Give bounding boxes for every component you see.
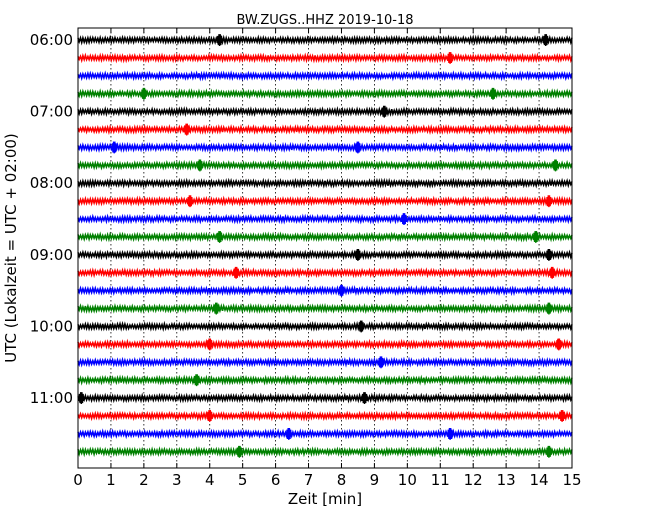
seismic-trace (77, 410, 573, 422)
x-tick-label: 1 (106, 471, 116, 489)
event-spike (380, 105, 388, 118)
event-spike (354, 248, 362, 261)
y-tick-label: 10:00 (30, 317, 73, 335)
x-tick-label: 13 (497, 471, 516, 489)
x-axis-label: Zeit [min] (288, 490, 362, 508)
seismic-trace (77, 159, 573, 171)
event-spike (446, 52, 454, 64)
event-spike (140, 87, 148, 100)
seismic-trace (77, 446, 573, 458)
x-tick-label: 2 (139, 471, 149, 489)
seismic-trace (77, 34, 573, 46)
event-spike (357, 320, 365, 333)
event-spike (532, 231, 540, 243)
seismic-trace (77, 88, 573, 100)
seismic-trace (77, 52, 573, 64)
seismic-trace (77, 70, 573, 82)
y-axis-label: UTC (Lokalzeit = UTC + 02:00) (2, 133, 20, 363)
event-spike (110, 141, 118, 154)
x-tick-label: 5 (238, 471, 248, 489)
seismic-trace (77, 338, 573, 350)
chart-title: BW.ZUGS..HHZ 2019-10-18 (236, 13, 413, 28)
event-spike (400, 213, 408, 226)
trace-group (77, 34, 573, 458)
seismic-trace (77, 213, 573, 225)
event-spike (196, 159, 204, 172)
seismic-trace (77, 392, 573, 404)
event-spike (212, 302, 220, 315)
event-spike (354, 141, 362, 154)
y-tick-label: 11:00 (30, 389, 73, 407)
seismic-trace (77, 320, 573, 333)
event-spike (558, 410, 566, 422)
event-spike (215, 34, 224, 47)
seismic-trace (77, 177, 573, 189)
event-spike (545, 248, 553, 261)
event-spike (551, 159, 560, 172)
event-spike (548, 266, 556, 279)
y-axis: 06:00 07:00 08:00 09:00 10:00 11:00 (30, 31, 572, 407)
event-spike (489, 87, 497, 100)
x-tick-label: 11 (431, 471, 450, 489)
seismic-trace (77, 267, 573, 279)
seismic-trace (77, 195, 573, 207)
x-tick-label: 15 (562, 471, 581, 489)
x-tick-label: 8 (337, 471, 347, 489)
event-spike (545, 195, 553, 208)
seismic-trace (77, 356, 573, 368)
plot-frame (77, 27, 573, 469)
event-spike (545, 302, 553, 315)
x-tick-label: 4 (205, 471, 215, 489)
x-tick-label: 3 (172, 471, 182, 489)
y-tick-label: 08:00 (30, 174, 73, 192)
seismic-trace (77, 428, 573, 440)
event-spike (545, 445, 553, 458)
event-spike (215, 231, 224, 243)
y-tick-label: 07:00 (30, 103, 73, 121)
x-tick-label: 10 (398, 471, 417, 489)
grid-lines (110, 28, 540, 468)
seismic-trace (77, 105, 573, 118)
event-spike (206, 338, 214, 351)
event-spike (77, 392, 85, 405)
seismic-trace (77, 302, 573, 315)
x-tick-label: 7 (304, 471, 314, 489)
x-tick-label: 0 (73, 471, 83, 489)
event-spike (555, 338, 563, 351)
event-spike (183, 123, 191, 136)
x-tick-label: 12 (464, 471, 483, 489)
x-tick-label: 6 (271, 471, 281, 489)
event-spike (446, 427, 454, 440)
seismic-trace (77, 284, 573, 297)
event-spike (542, 34, 550, 47)
event-spike (192, 374, 201, 387)
event-spike (235, 445, 244, 458)
event-spike (186, 195, 194, 208)
x-axis: 0 1 2 3 4 5 6 7 8 9 10 11 12 13 14 15 (73, 28, 582, 489)
y-tick-label: 06:00 (30, 31, 73, 49)
x-tick-label: 14 (530, 471, 549, 489)
x-tick-label: 9 (370, 471, 380, 489)
seismic-trace (77, 123, 573, 136)
event-spike (337, 284, 346, 297)
event-spike (232, 266, 240, 279)
seismic-trace (77, 374, 573, 386)
event-spike (206, 410, 214, 422)
seismic-trace (77, 249, 573, 261)
seismic-trace (77, 231, 573, 243)
seismic-trace (77, 141, 573, 153)
event-spike (360, 392, 369, 405)
event-spike (285, 427, 293, 440)
event-spike (377, 356, 385, 369)
y-tick-label: 09:00 (30, 246, 73, 264)
